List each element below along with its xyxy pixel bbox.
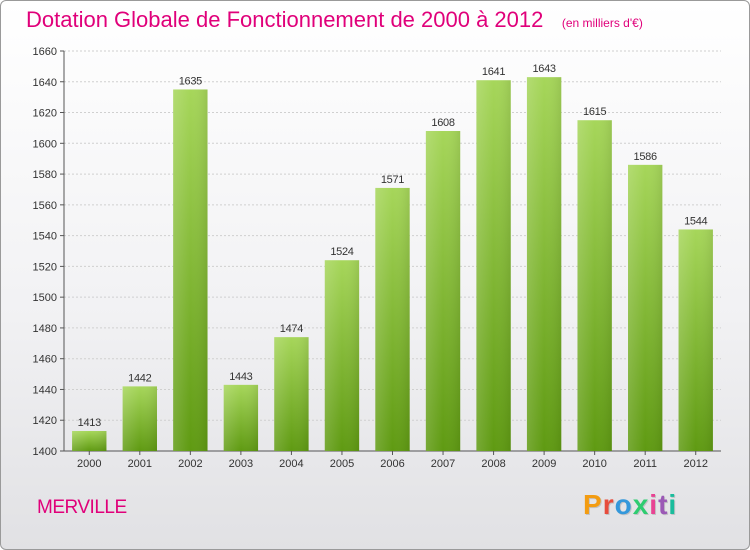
bar-shine — [425, 131, 461, 451]
bar-value-label: 1474 — [280, 323, 303, 335]
logo-letter: i — [668, 489, 678, 520]
bar-shine — [72, 431, 107, 451]
x-tick-label: 2006 — [380, 458, 404, 470]
y-tick-label: 1500 — [33, 292, 57, 304]
logo-letter: t — [658, 489, 669, 520]
proxiti-logo: Proxiti — [583, 489, 677, 521]
bar-value-label: 1615 — [583, 106, 606, 118]
bar-shine — [476, 80, 511, 451]
labels-layer: 1400 1420 1440 1460 1480 1500 1520 1540 1560 1580… — [33, 46, 708, 470]
y-tick-label: 1440 — [33, 384, 57, 396]
bar-value-label: 1544 — [684, 215, 707, 227]
title-row: Dotation Globale de Fonctionnement de 20… — [26, 7, 643, 33]
x-tick-label: 2003 — [229, 458, 253, 470]
bar-value-label: 1635 — [179, 75, 202, 87]
bar-value-label: 1608 — [431, 117, 454, 129]
x-tick-label: 2007 — [431, 458, 455, 470]
bar-value-label: 1442 — [128, 372, 151, 384]
x-tick-label: 2010 — [582, 458, 606, 470]
bar-value-label: 1443 — [229, 371, 252, 383]
y-tick-label: 1460 — [33, 354, 57, 366]
commune-name: MERVILLE — [37, 497, 127, 518]
y-tick-label: 1560 — [33, 200, 57, 212]
logo-letter: i — [649, 489, 659, 520]
y-tick-label: 1480 — [33, 323, 57, 335]
bar-value-label: 1413 — [78, 417, 101, 429]
bar-shine — [173, 89, 208, 451]
y-tick-label: 1600 — [33, 138, 57, 150]
x-tick-label: 2002 — [178, 458, 202, 470]
logo-letter: x — [632, 489, 650, 520]
bar-value-label: 1524 — [330, 246, 353, 258]
y-tick-label: 1540 — [33, 231, 57, 243]
x-tick-label: 2011 — [633, 458, 657, 470]
chart-title: Dotation Globale de Fonctionnement de 20… — [26, 7, 544, 32]
x-tick-label: 2009 — [532, 458, 556, 470]
y-tick-label: 1660 — [33, 46, 57, 58]
x-tick-label: 2000 — [77, 458, 101, 470]
bar-shine — [577, 120, 612, 451]
bar-shine — [526, 77, 562, 452]
x-tick-label: 2012 — [683, 458, 707, 470]
bar-shine — [678, 229, 713, 451]
x-tick-label: 2008 — [481, 458, 505, 470]
bar-value-label: 1641 — [482, 66, 505, 78]
logo-letter: r — [602, 489, 615, 520]
bar-shine — [375, 187, 410, 451]
logo-letter: P — [583, 489, 603, 520]
bar-shine — [324, 260, 360, 451]
bar-value-label: 1571 — [381, 174, 404, 186]
logo-letter: o — [614, 489, 633, 520]
y-tick-label: 1420 — [33, 415, 57, 427]
bar-shine — [274, 337, 309, 451]
bar-value-label: 1586 — [634, 151, 657, 163]
chart-subtitle: (en milliers d'€) — [561, 16, 643, 30]
y-tick-label: 1640 — [33, 77, 57, 89]
x-tick-label: 2001 — [128, 458, 152, 470]
x-tick-label: 2005 — [330, 458, 354, 470]
y-tick-label: 1620 — [33, 108, 57, 120]
bar-shine — [122, 386, 157, 451]
x-tick-label: 2004 — [279, 458, 303, 470]
y-tick-label: 1580 — [33, 169, 57, 181]
y-tick-label: 1400 — [33, 446, 57, 458]
bar-shine — [223, 384, 259, 451]
y-tick-label: 1520 — [33, 261, 57, 273]
bar-value-label: 1643 — [532, 63, 555, 75]
bar-shine — [628, 164, 663, 451]
bars-layer — [72, 77, 713, 452]
